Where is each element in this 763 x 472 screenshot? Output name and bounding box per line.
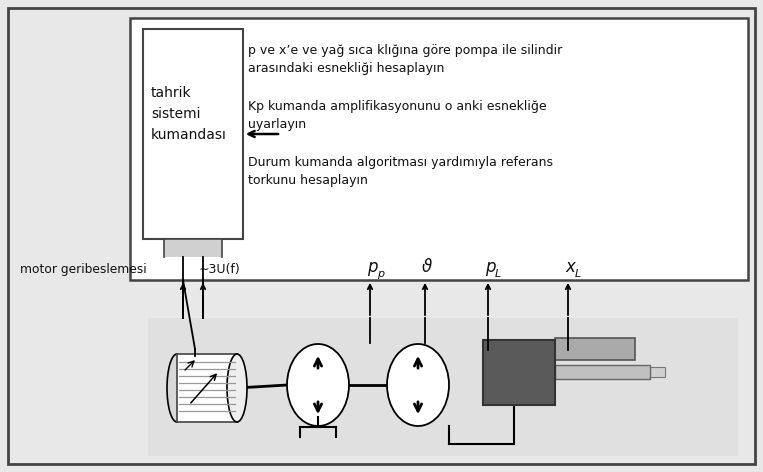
Ellipse shape (167, 354, 187, 422)
Bar (164, 239, 222, 257)
Text: Durum kumanda algoritması yardımıyla referans: Durum kumanda algoritması yardımıyla ref… (248, 156, 553, 169)
Text: motor geribeslemesi: motor geribeslemesi (20, 263, 146, 276)
Text: p: p (367, 258, 378, 276)
Text: p: p (485, 258, 495, 276)
Text: uyarlayın: uyarlayın (248, 118, 306, 131)
Text: L: L (575, 269, 581, 279)
Bar (483, 340, 555, 405)
Text: arasındaki esnekliği hesaplayın: arasındaki esnekliği hesaplayın (248, 62, 444, 75)
Bar (177, 354, 237, 422)
Text: L: L (495, 269, 501, 279)
Text: p ve x’e ve yağ sıca klığına göre pompa ile silindir: p ve x’e ve yağ sıca klığına göre pompa … (248, 44, 562, 57)
Text: ~3U(f): ~3U(f) (199, 263, 241, 276)
Ellipse shape (287, 344, 349, 426)
Bar (148, 318, 738, 456)
Bar (555, 367, 665, 377)
Text: Kp kumanda amplifikasyonunu o anki esnekliğe: Kp kumanda amplifikasyonunu o anki esnek… (248, 100, 546, 113)
Text: x: x (565, 258, 575, 276)
Bar (555, 365, 650, 379)
Text: torkunu hesaplayın: torkunu hesaplayın (248, 174, 368, 187)
Text: ϑ: ϑ (422, 258, 433, 276)
Ellipse shape (387, 344, 449, 426)
Bar (130, 18, 748, 280)
Bar (143, 29, 243, 239)
Text: tahrik
sistemi
kumandası: tahrik sistemi kumandası (151, 86, 227, 142)
Text: p: p (377, 269, 384, 279)
Ellipse shape (227, 354, 247, 422)
Bar (555, 338, 635, 360)
